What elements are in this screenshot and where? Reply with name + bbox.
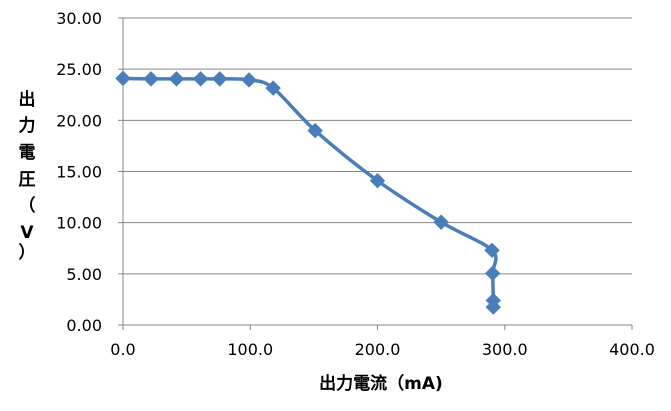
y-axis-title-char: ） bbox=[19, 242, 36, 263]
data-point-marker bbox=[484, 242, 500, 259]
data-point-marker bbox=[115, 70, 131, 87]
x-tick-label: 400.0 bbox=[609, 340, 655, 359]
x-tick-label: 300.0 bbox=[482, 340, 528, 359]
x-tick-label: 100.0 bbox=[227, 340, 273, 359]
data-point-marker bbox=[485, 299, 502, 315]
series-markers bbox=[115, 70, 502, 315]
data-point-marker bbox=[433, 214, 449, 230]
data-point-marker bbox=[212, 71, 228, 87]
y-axis-title-char: V bbox=[20, 223, 34, 243]
data-point-marker bbox=[265, 80, 281, 96]
y-tick-label: 25.00 bbox=[56, 60, 102, 79]
data-point-marker bbox=[484, 265, 501, 282]
data-point-marker bbox=[307, 122, 323, 139]
y-tick-label: 30.00 bbox=[56, 9, 102, 28]
y-tick-label: 0.00 bbox=[66, 316, 102, 335]
data-point-marker bbox=[241, 72, 257, 88]
y-tick-label: 10.00 bbox=[56, 214, 102, 233]
y-axis-title-char: （ bbox=[19, 195, 36, 216]
x-tick-label: 0.0 bbox=[110, 340, 135, 359]
series-line bbox=[121, 76, 498, 309]
y-axis-title-char: 電 bbox=[19, 143, 36, 163]
y-tick-label: 15.00 bbox=[56, 163, 102, 182]
y-axis-title-char: 出 bbox=[19, 89, 36, 110]
y-tick-label: 5.00 bbox=[66, 265, 102, 284]
y-axis-title-char: 圧 bbox=[19, 170, 36, 190]
y-tick-label: 20.00 bbox=[56, 111, 102, 130]
x-tick-label: 200.0 bbox=[355, 340, 401, 359]
y-axis-title-char: 力 bbox=[19, 115, 36, 136]
data-point-marker bbox=[168, 71, 185, 87]
x-axis-tick-labels: 0.0 100.0 200.0 300.0 400.0 bbox=[110, 340, 655, 359]
y-axis-tick-labels: 0.00 5.00 10.00 15.00 20.00 25.00 30.00 bbox=[56, 9, 102, 335]
x-axis-title: 出力電流（mA) bbox=[319, 373, 443, 394]
data-point-marker bbox=[192, 71, 209, 87]
gridlines bbox=[123, 17, 632, 275]
data-point-marker bbox=[369, 173, 386, 189]
data-point-marker bbox=[143, 71, 159, 87]
axes bbox=[118, 17, 633, 330]
